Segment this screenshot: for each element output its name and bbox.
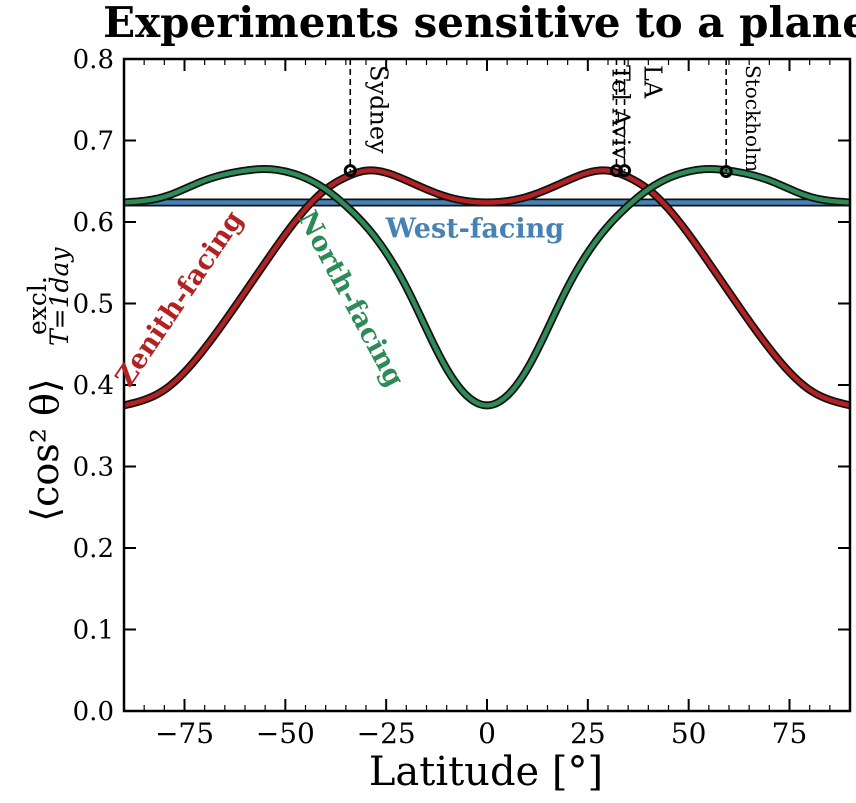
y-tick-label: 0.2 bbox=[73, 534, 114, 564]
series-annotation-west-facing: West-facing bbox=[385, 214, 565, 245]
chart-title: Experiments sensitive to a plane bbox=[103, 0, 856, 47]
y-tick-label: 0.7 bbox=[73, 127, 114, 157]
series-line-zenith-facing bbox=[124, 168, 850, 408]
location-marker-tel-aviv bbox=[609, 164, 623, 178]
y-axis-label-superscript: excl. bbox=[23, 276, 52, 335]
x-tick-label: 75 bbox=[772, 717, 808, 750]
location-label-la: LA bbox=[639, 65, 667, 99]
y-tick-label: 0.1 bbox=[73, 616, 114, 646]
y-tick-label: 0.6 bbox=[73, 208, 114, 238]
x-axis-label: Latitude [°] bbox=[369, 749, 603, 795]
y-tick-label: 0.4 bbox=[73, 371, 114, 401]
series-line-north-facing bbox=[124, 166, 850, 408]
x-tick-label: 25 bbox=[570, 717, 606, 750]
series-annotation-zenith-facing: Zenith-facing bbox=[110, 205, 250, 392]
location-marker-sydney bbox=[343, 164, 357, 178]
plot-area: Sydney Tel Aviv LA Stockholm −75 −50 −25 0 25 50 7… bbox=[73, 45, 852, 750]
location-marker-stockholm bbox=[719, 164, 733, 178]
x-tick-label: −75 bbox=[155, 717, 214, 750]
location-label-sydney: Sydney bbox=[364, 65, 392, 154]
location-label-tel-aviv: Tel Aviv bbox=[606, 65, 634, 160]
x-tick-label: 50 bbox=[671, 717, 707, 750]
y-axis-label-subscript: T=1day bbox=[45, 247, 74, 346]
plot-frame bbox=[122, 57, 852, 713]
y-axis-label-main: ⟨cos² θ⟩ bbox=[23, 378, 67, 522]
x-tick-label: −25 bbox=[357, 717, 416, 750]
y-tick-label: 0.3 bbox=[73, 453, 114, 483]
y-tick-label: 0.8 bbox=[73, 45, 114, 75]
location-label-stockholm: Stockholm bbox=[741, 65, 765, 172]
x-tick-label: −50 bbox=[256, 717, 315, 750]
x-tick-label: 0 bbox=[478, 717, 496, 750]
location-marker-la bbox=[618, 164, 632, 178]
y-axis-label: ⟨cos² θ⟩ excl. T=1day bbox=[23, 247, 74, 522]
y-tick-label: 0.5 bbox=[73, 290, 114, 320]
y-tick-label: 0.0 bbox=[73, 697, 114, 727]
